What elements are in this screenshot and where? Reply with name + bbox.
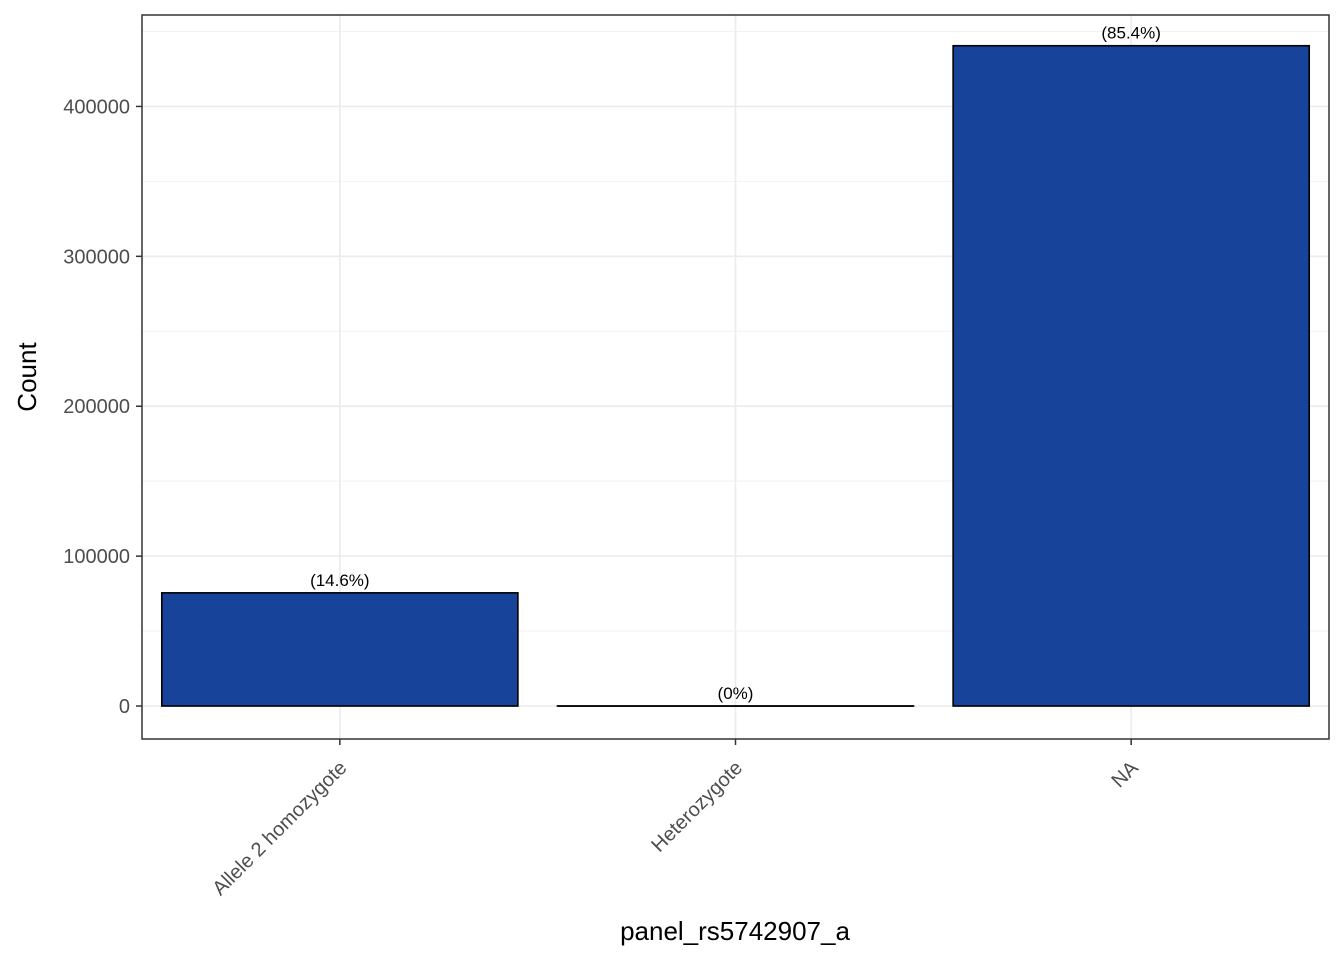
- y-tick-label: 200000: [63, 396, 130, 418]
- y-tick-label: 400000: [63, 96, 130, 118]
- y-tick-label: 0: [119, 696, 130, 718]
- x-tick-label: Heterozygote: [647, 757, 747, 857]
- bar: [952, 44, 1311, 707]
- bar: [160, 592, 519, 707]
- data-label: (14.6%): [310, 571, 370, 590]
- x-tick-label: NA: [1107, 757, 1143, 793]
- y-tick-label: 100000: [63, 546, 130, 568]
- y-axis-title: Count: [12, 342, 42, 412]
- y-tick-label: 300000: [63, 246, 130, 268]
- data-labels: (14.6%) (0%) (85.4%): [310, 24, 1161, 703]
- bars: [160, 44, 1311, 707]
- data-label: (85.4%): [1101, 24, 1161, 43]
- x-axis-title: panel_rs5742907_a: [620, 916, 850, 946]
- x-tick-label: Allele 2 homozygote: [208, 757, 351, 900]
- data-label: (0%): [718, 684, 754, 703]
